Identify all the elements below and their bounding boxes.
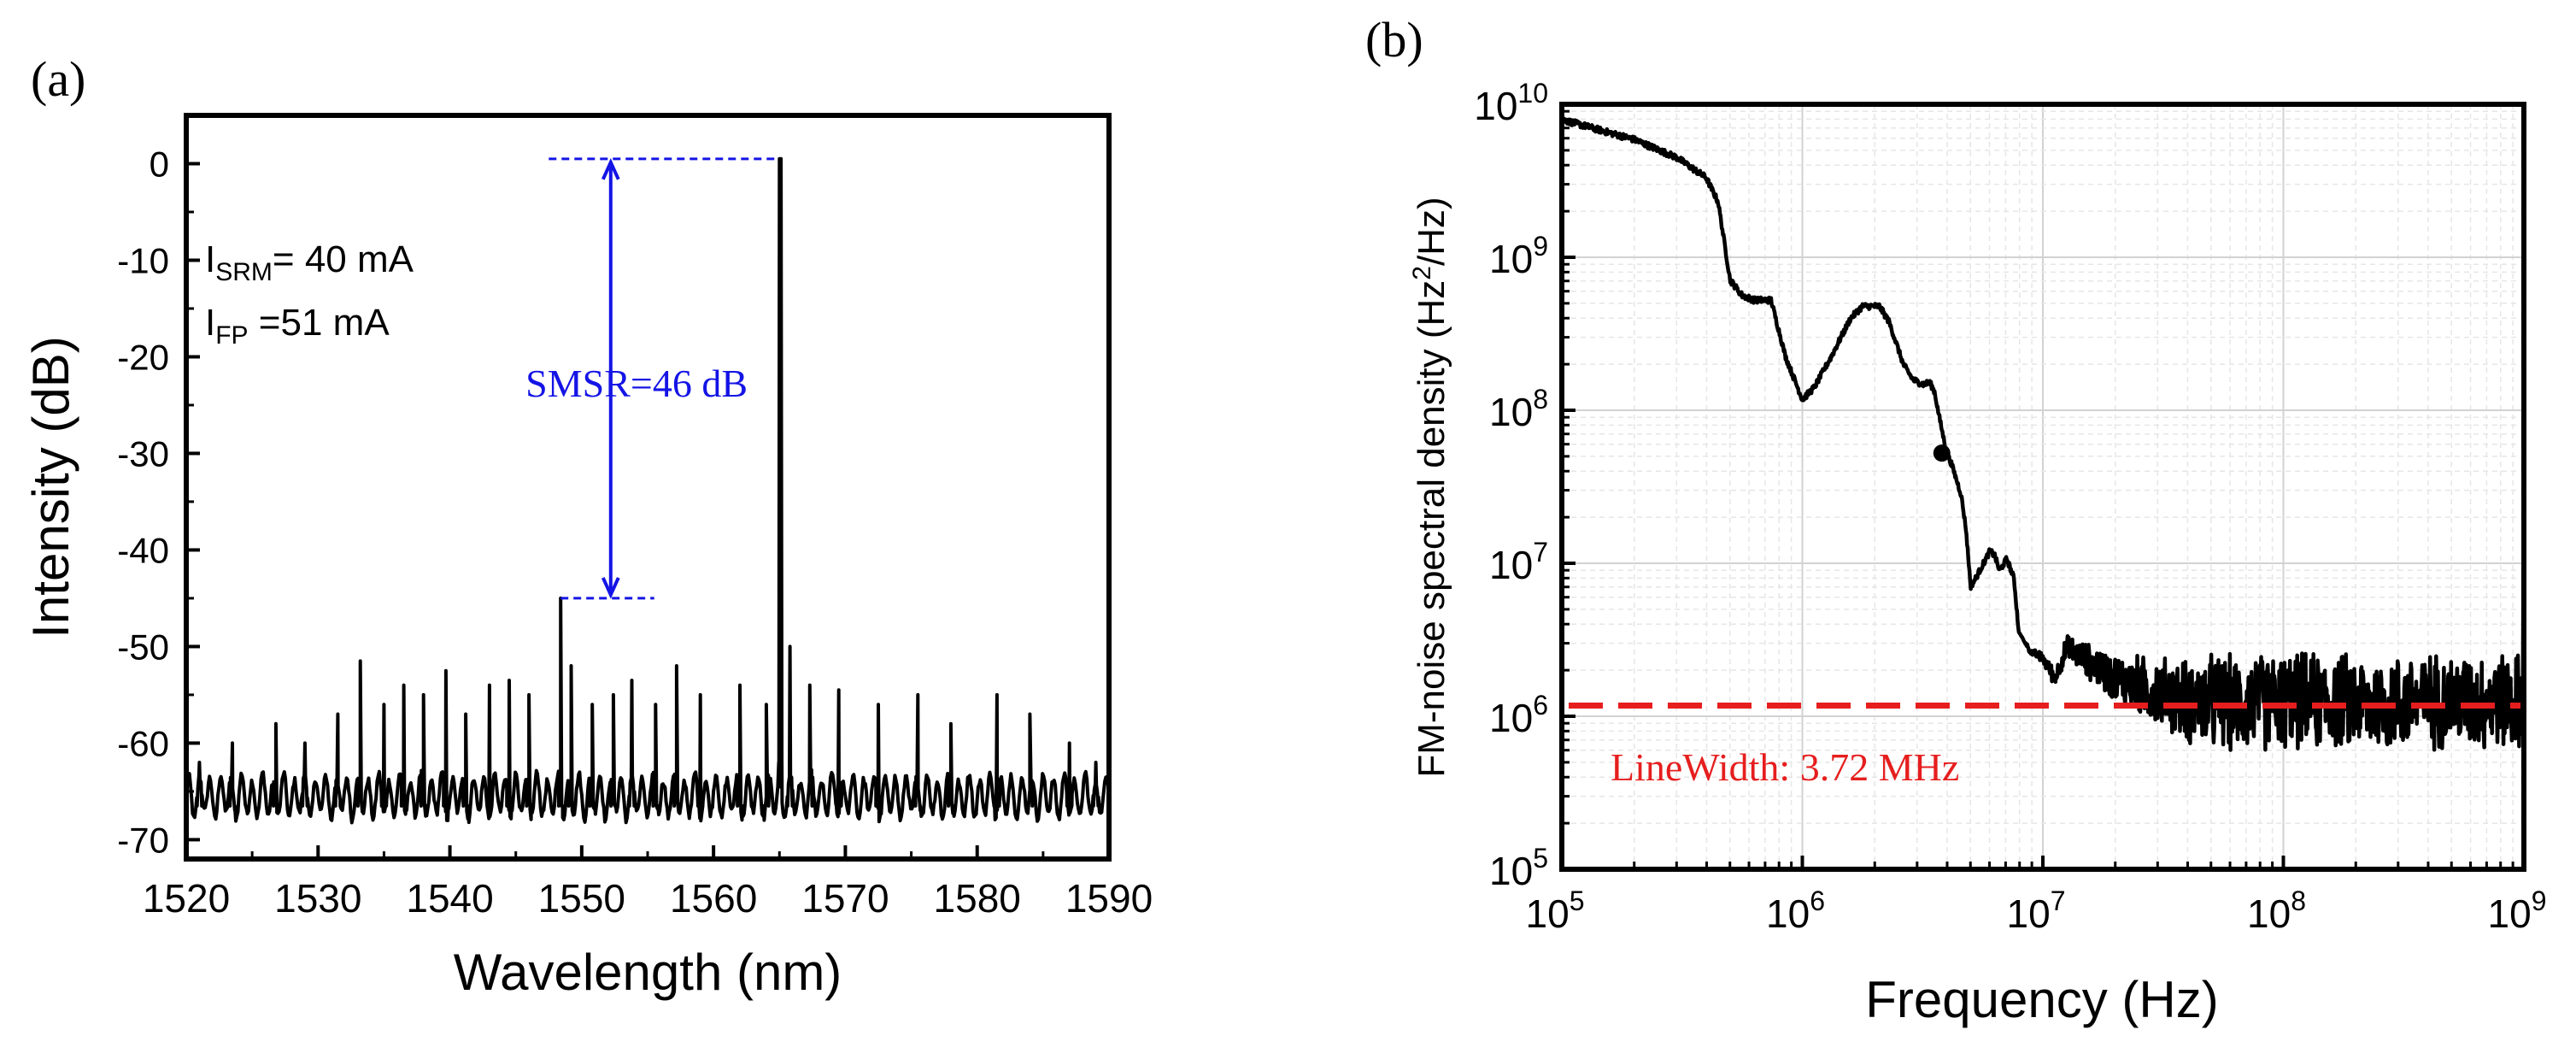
x-tick-label: 107 (2007, 885, 2066, 936)
y-tick-label: 107 (1489, 537, 1548, 587)
annotation-current-srm: ISRM= 40 mA (205, 238, 414, 286)
panel-a-spectrum-chart: (a) 1520 1530 1540 1550 1560 1570 1580 1590 0 -1… (22, 51, 1153, 1001)
panel-b-fm-noise-chart: (b) LineWidth: 3.72 MHz 105 106 107 108 109 … (1365, 12, 2546, 1028)
panel-b-x-tick-labels: 105 106 107 108 109 (1526, 885, 2547, 936)
smsr-arrow-head-top (601, 157, 620, 180)
smsr-annotation (549, 157, 780, 600)
y-tick-label: -70 (117, 820, 169, 860)
panel-b-x-axis-label: Frequency (Hz) (1865, 971, 2218, 1028)
y-tick-label: 1010 (1474, 78, 1548, 128)
panel-b-series-group (1562, 116, 2524, 752)
x-tick-label: 1580 (934, 876, 1021, 921)
panel-a-x-axis-label: Wavelength (nm) (454, 944, 842, 1001)
x-tick-label: 1520 (143, 876, 230, 921)
x-tick-label: 1570 (801, 876, 889, 921)
panel-a-plot-frame (184, 113, 1112, 862)
x-tick-label: 108 (2247, 885, 2306, 936)
x-tick-label: 1530 (274, 876, 361, 921)
y-tick-label: 108 (1489, 384, 1548, 434)
x-tick-label: 1560 (670, 876, 757, 921)
y-tick-label: 105 (1489, 843, 1548, 893)
y-tick-label: -40 (117, 530, 169, 570)
y-tick-label: -10 (117, 240, 169, 280)
y-tick-label: -20 (117, 337, 169, 377)
y-tick-label: -60 (117, 723, 169, 763)
panel-b-y-axis-label: FM-noise spectral density (Hz2/Hz) (1408, 197, 1452, 777)
y-tick-label: 106 (1489, 690, 1548, 740)
panel-a-y-tick-labels: 0 -10 -20 -30 -40 -50 -60 -70 (117, 144, 169, 860)
x-tick-label: 105 (1526, 885, 1585, 936)
panel-b-label: (b) (1365, 12, 1423, 68)
annotation-current-fp: IFP =51 mA (205, 302, 390, 350)
panel-a-series-group (186, 156, 1109, 825)
smsr-arrow-head-bottom (601, 577, 620, 599)
y-tick-label: 0 (150, 144, 169, 184)
smsr-label: SMSR=46 dB (525, 362, 748, 405)
y-tick-label: 109 (1489, 231, 1548, 281)
x-tick-label: 1540 (406, 876, 493, 921)
y-tick-label: -50 (117, 627, 169, 667)
x-tick-label: 1590 (1065, 876, 1153, 921)
fm-noise-marker-point (1933, 444, 1951, 462)
panel-a-ticks (185, 162, 1111, 859)
x-tick-label: 106 (1766, 885, 1825, 936)
panel-b-ticks (1560, 103, 2526, 871)
panel-a-label: (a) (31, 51, 85, 107)
x-tick-label: 109 (2488, 885, 2547, 936)
x-tick-label: 1550 (538, 876, 625, 921)
panel-a-y-axis-label: Intensity (dB) (22, 336, 79, 638)
fm-noise-series-line (1562, 116, 2524, 752)
panel-b-y-tick-labels: 105 106 107 108 109 1010 (1474, 78, 1548, 893)
panel-b-grid (1562, 104, 2524, 869)
spectrum-series-line (186, 156, 1109, 825)
panel-a-x-tick-labels: 1520 1530 1540 1550 1560 1570 1580 1590 (143, 876, 1153, 921)
linewidth-label: LineWidth: 3.72 MHz (1611, 745, 1959, 789)
y-tick-label: -30 (117, 433, 169, 474)
